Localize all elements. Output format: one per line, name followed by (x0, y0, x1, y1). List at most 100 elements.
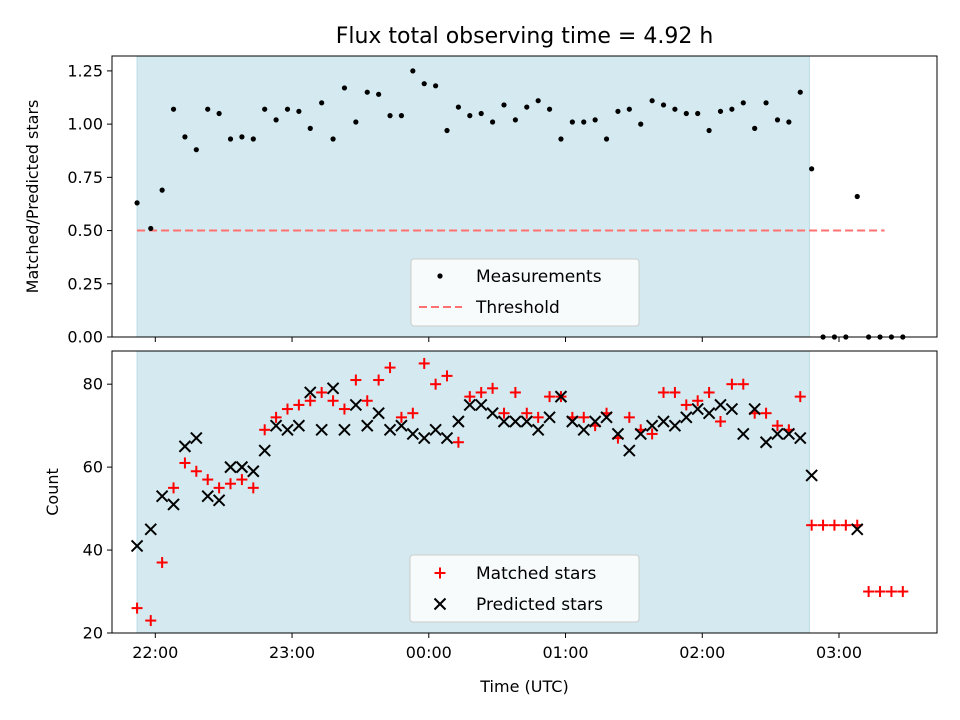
measurement-point (581, 119, 587, 125)
bottom-legend-box (409, 554, 640, 623)
bottom-y-ticks: 20 40 60 80 (83, 375, 112, 643)
predicted-star-point (794, 431, 807, 445)
measurement-point (524, 104, 530, 110)
matched-star-point (236, 474, 248, 486)
measurement-point (148, 225, 154, 232)
predicted-legend-cross (433, 597, 447, 611)
matched-star-point (544, 391, 556, 403)
matched-star-point (407, 407, 419, 419)
matched-star-point (726, 378, 738, 390)
predicted-star-point (406, 427, 420, 441)
matched-star-point (418, 357, 430, 369)
matched-star-point (350, 374, 362, 386)
predicted-star-point (714, 398, 727, 412)
matched-star-point (817, 519, 829, 531)
measurement-point (501, 102, 507, 108)
predicted-star-point (543, 411, 556, 424)
measurement-point (683, 110, 689, 117)
matched-legend-marker (434, 567, 446, 579)
measurement-point (433, 83, 439, 89)
measurement-point (387, 113, 393, 119)
matched-star-point (828, 519, 840, 531)
measurement-point (660, 102, 667, 108)
measurement-legend-marker (437, 273, 443, 279)
matched-star-point (771, 420, 783, 432)
measurement-point (273, 117, 279, 123)
measurement-point (569, 119, 575, 125)
measurement-point (319, 100, 325, 106)
measurement-point (706, 127, 712, 134)
y-tick-label: 40 (83, 541, 103, 560)
matched-star-point (156, 557, 168, 568)
bottom-x-ticks: 22:00 23:00 00:00 01:00 02:00 03:00 (132, 633, 862, 662)
predicted-star-point (130, 539, 144, 553)
predicted-star-point (338, 423, 351, 437)
matched-star-point (806, 519, 818, 531)
measurement-point (227, 136, 234, 142)
measurement-point (353, 119, 359, 125)
measurement-point (398, 113, 405, 119)
matched-legend-plus (434, 567, 446, 579)
predicted-star-point (531, 423, 545, 437)
top-legend: Measurements Threshold (410, 258, 640, 327)
predicted-star-point (304, 386, 317, 399)
matched-star-point (897, 586, 909, 598)
x-tick-label: 02:00 (679, 643, 725, 662)
matched-star-point (840, 519, 852, 531)
predicted-star-point (702, 406, 716, 420)
top-y-axis-label: Matched/Predicted stars (23, 100, 42, 294)
predicted-star-point (247, 465, 260, 478)
predicted-star-point (680, 411, 693, 424)
predicted-star-point (805, 469, 818, 482)
matched-star-point (487, 382, 499, 394)
measurement-point (489, 119, 496, 125)
measurement-point (626, 106, 632, 112)
predicted-legend-marker (433, 597, 447, 611)
predicted-star-point (588, 415, 602, 428)
measurement-point (296, 108, 302, 114)
predicted-star-point (235, 460, 249, 474)
measurement-point (797, 89, 803, 95)
predicted-star-point (418, 431, 431, 445)
chart-title: Flux total observing time = 4.92 h (336, 24, 714, 49)
matched-star-point (145, 615, 157, 627)
matched-star-point (384, 362, 396, 374)
predicted-star-point (486, 406, 499, 420)
matched-star-point (190, 465, 202, 477)
predicted-star-point (691, 402, 704, 416)
y-tick-label: 60 (83, 458, 103, 477)
predicted-star-point (851, 523, 864, 536)
matched-star-point (658, 386, 670, 398)
measurement-point (615, 108, 621, 114)
predicted-star-point (292, 419, 306, 432)
matched-star-point (247, 482, 259, 494)
predicted-star-point (349, 398, 363, 412)
matched-star-point (885, 586, 897, 598)
matched-star-point (646, 428, 658, 440)
measurement-point (341, 85, 348, 91)
predicted-star-point (372, 406, 385, 420)
matched-star-point (225, 478, 237, 490)
matched-star-point (509, 386, 521, 398)
y-tick-label: 0.75 (67, 168, 103, 187)
measurement-point (159, 187, 165, 193)
predicted-star-point (395, 419, 408, 432)
measurement-point (216, 110, 222, 117)
x-axis-label: Time (UTC) (479, 677, 568, 696)
measurement-point (170, 106, 177, 112)
matched-star-point (338, 403, 350, 415)
matched-star-point (131, 602, 143, 614)
top-y-ticks: 0.00 0.25 0.50 0.75 1.00 1.25 (67, 61, 112, 347)
matched-star-point (680, 399, 692, 411)
x-tick-label: 22:00 (132, 643, 178, 662)
top-legend-box (410, 258, 640, 327)
top-legend-threshold: Threshold (475, 298, 560, 318)
matched-star-point (669, 386, 681, 398)
matched-star-point (361, 395, 373, 407)
predicted-star-point (623, 444, 636, 457)
measurement-point (410, 68, 416, 74)
measurement-point (182, 134, 188, 140)
predicted-star-point (554, 390, 568, 403)
matched-star-point (179, 457, 191, 469)
measurement-point (512, 117, 518, 123)
